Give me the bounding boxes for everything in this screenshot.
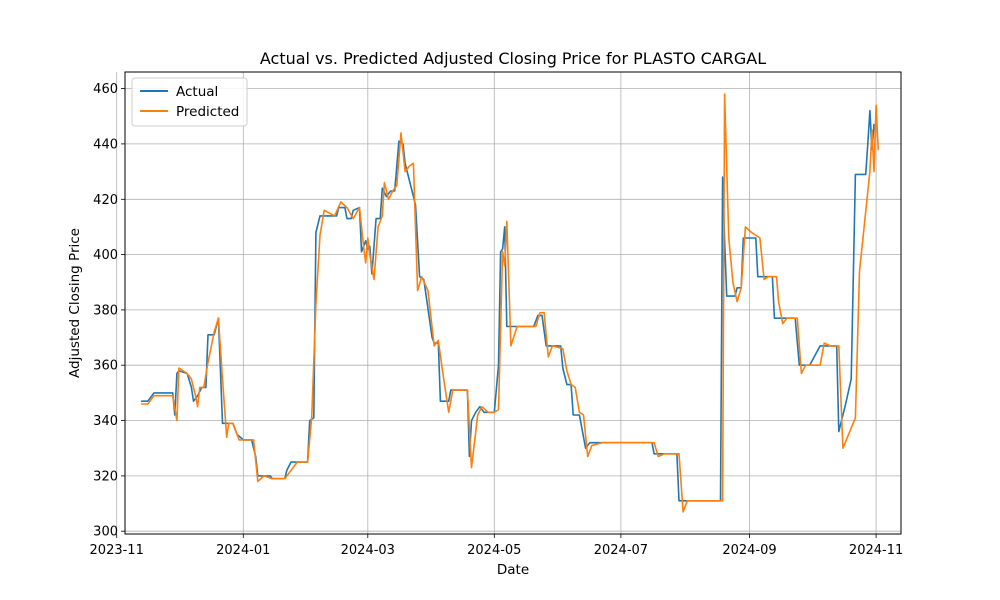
plot-frame — [124, 71, 902, 535]
x-tick-label: 2024-07 — [594, 543, 648, 558]
x-tick-label: 2024-01 — [216, 543, 270, 558]
y-tick-label: 320 — [93, 469, 118, 484]
y-tick-label: 460 — [93, 82, 118, 97]
series-layer — [140, 93, 880, 513]
y-axis-label: Adjusted Closing Price — [67, 228, 83, 378]
y-tick-label: 300 — [93, 525, 118, 540]
series-line-predicted — [140, 93, 880, 513]
x-tick-label: 2024-03 — [341, 543, 395, 558]
x-axis: 2023-11 2024-01 2024-03 2024-05 2024-07 2024-… — [90, 534, 903, 558]
legend: Actual Predicted — [131, 77, 248, 127]
legend-label-actual: Actual — [176, 84, 218, 100]
plot-area — [125, 72, 901, 534]
x-tick-label: 2024-11 — [849, 543, 903, 558]
y-tick-label: 440 — [93, 137, 118, 152]
legend-label-predicted: Predicted — [176, 104, 239, 120]
y-tick-label: 380 — [93, 303, 118, 318]
y-tick-label: 420 — [93, 193, 118, 208]
y-tick-label: 400 — [93, 248, 118, 263]
x-tick-label: 2024-09 — [722, 543, 776, 558]
x-tick-label: 2024-05 — [467, 543, 521, 558]
x-axis-label: Date — [497, 562, 529, 578]
chart-title: Actual vs. Predicted Adjusted Closing Pr… — [260, 49, 766, 68]
y-tick-label: 340 — [93, 414, 118, 429]
y-axis: 300 320 340 360 380 400 420 440 460 — [93, 82, 125, 540]
y-tick-label: 360 — [93, 359, 118, 374]
x-grid — [116, 72, 877, 534]
y-grid — [125, 88, 901, 532]
x-tick-label: 2023-11 — [90, 543, 144, 558]
